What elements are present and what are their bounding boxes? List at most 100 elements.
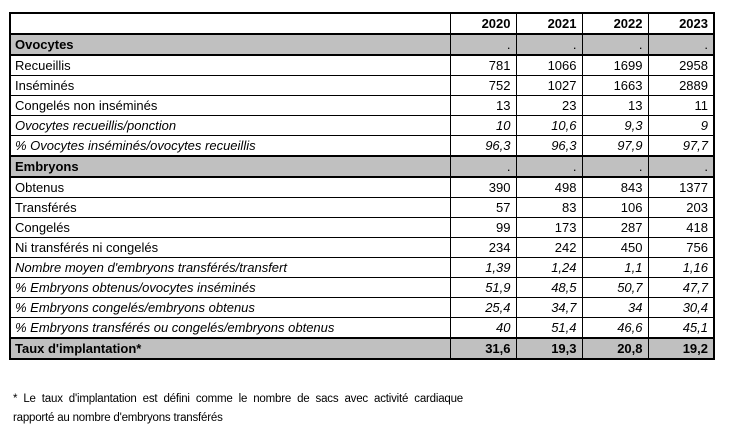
table-row-ratio: % Embryons obtenus/ovocytes inséminés 51… <box>9 277 715 298</box>
row-label: % Embryons congelés/embryons obtenus <box>9 297 451 318</box>
value-cell: 10,6 <box>515 115 583 136</box>
value-cell: 50,7 <box>581 277 649 298</box>
value-cell: 450 <box>581 237 649 258</box>
value-cell: 1,24 <box>515 257 583 278</box>
value-cell: 756 <box>647 237 715 258</box>
value-cell: 234 <box>449 237 517 258</box>
table-row: Congelés non inséminés 13 23 13 11 <box>9 95 715 116</box>
value-cell: 1663 <box>581 75 649 96</box>
value-cell: 11 <box>647 95 715 116</box>
implantation-rate-footnote: * Le taux d'implantation est défini comm… <box>13 393 463 424</box>
value-cell: . <box>449 155 517 178</box>
table-row-section-ovocytes: Ovocytes . . . . <box>9 33 715 56</box>
value-cell: 781 <box>449 54 517 76</box>
value-cell: 13 <box>581 95 649 116</box>
row-label: Obtenus <box>9 176 451 198</box>
table-row-ratio: % Embryons transférés ou congelés/embryo… <box>9 317 715 339</box>
row-label: Taux d'implantation* <box>9 337 451 360</box>
value-cell: . <box>647 33 715 56</box>
table-row-taux-implantation: Taux d'implantation* 31,6 19,3 20,8 19,2 <box>9 337 715 360</box>
year-column-header: 2020 <box>449 12 517 35</box>
value-cell: 46,6 <box>581 317 649 339</box>
value-cell: . <box>581 33 649 56</box>
row-label: Ni transférés ni congelés <box>9 237 451 258</box>
table-header-row: 2020 2021 2022 2023 <box>9 12 715 35</box>
value-cell: . <box>515 33 583 56</box>
year-column-header: 2022 <box>581 12 649 35</box>
table-row: Transférés 57 83 106 203 <box>9 197 715 218</box>
row-label: % Ovocytes inséminés/ovocytes recueillis <box>9 135 451 157</box>
value-cell: 242 <box>515 237 583 258</box>
value-cell: 287 <box>581 217 649 238</box>
row-label: Congelés <box>9 217 451 238</box>
value-cell: 97,9 <box>581 135 649 157</box>
ovocytes-embryons-table: 2020 2021 2022 2023 Ovocytes . . . . Rec… <box>9 12 715 360</box>
value-cell: 34 <box>581 297 649 318</box>
table-row-section-embryons: Embryons . . . . <box>9 155 715 178</box>
year-column-header: 2021 <box>515 12 583 35</box>
value-cell: 19,3 <box>515 337 583 360</box>
value-cell: 498 <box>515 176 583 198</box>
value-cell: . <box>449 33 517 56</box>
row-label: Ovocytes <box>9 33 451 56</box>
value-cell: 418 <box>647 217 715 238</box>
value-cell: 30,4 <box>647 297 715 318</box>
value-cell: 48,5 <box>515 277 583 298</box>
table-row: Recueillis 781 1066 1699 2958 <box>9 54 715 76</box>
table-row-ratio: Nombre moyen d'embryons transférés/trans… <box>9 257 715 278</box>
value-cell: 173 <box>515 217 583 238</box>
row-label: Recueillis <box>9 54 451 76</box>
value-cell: 19,2 <box>647 337 715 360</box>
value-cell: 97,7 <box>647 135 715 157</box>
row-label: % Embryons transférés ou congelés/embryo… <box>9 317 451 339</box>
value-cell: 1699 <box>581 54 649 76</box>
value-cell: 34,7 <box>515 297 583 318</box>
value-cell: 1066 <box>515 54 583 76</box>
value-cell: 1027 <box>515 75 583 96</box>
value-cell: 2958 <box>647 54 715 76</box>
value-cell: 10 <box>449 115 517 136</box>
value-cell: 20,8 <box>581 337 649 360</box>
label-column-header <box>9 12 451 35</box>
value-cell: 843 <box>581 176 649 198</box>
row-label: Transférés <box>9 197 451 218</box>
year-column-header: 2023 <box>647 12 715 35</box>
row-label: Inséminés <box>9 75 451 96</box>
value-cell: 40 <box>449 317 517 339</box>
value-cell: 390 <box>449 176 517 198</box>
value-cell: . <box>581 155 649 178</box>
value-cell: 9,3 <box>581 115 649 136</box>
value-cell: 31,6 <box>449 337 517 360</box>
table-row-ratio: % Ovocytes inséminés/ovocytes recueillis… <box>9 135 715 157</box>
value-cell: 23 <box>515 95 583 116</box>
table-row: Obtenus 390 498 843 1377 <box>9 176 715 198</box>
table-row: Congelés 99 173 287 418 <box>9 217 715 238</box>
row-label: Ovocytes recueillis/ponction <box>9 115 451 136</box>
value-cell: 1377 <box>647 176 715 198</box>
value-cell: 106 <box>581 197 649 218</box>
row-label: Embryons <box>9 155 451 178</box>
value-cell: 752 <box>449 75 517 96</box>
value-cell: 51,4 <box>515 317 583 339</box>
value-cell: 9 <box>647 115 715 136</box>
value-cell: 1,1 <box>581 257 649 278</box>
value-cell: . <box>515 155 583 178</box>
value-cell: 13 <box>449 95 517 116</box>
value-cell: 96,3 <box>449 135 517 157</box>
value-cell: 96,3 <box>515 135 583 157</box>
row-label: Nombre moyen d'embryons transférés/trans… <box>9 257 451 278</box>
value-cell: 45,1 <box>647 317 715 339</box>
value-cell: 2889 <box>647 75 715 96</box>
table-row-ratio: Ovocytes recueillis/ponction 10 10,6 9,3… <box>9 115 715 136</box>
value-cell: 203 <box>647 197 715 218</box>
value-cell: 51,9 <box>449 277 517 298</box>
row-label: Congelés non inséminés <box>9 95 451 116</box>
value-cell: 47,7 <box>647 277 715 298</box>
table-row: Inséminés 752 1027 1663 2889 <box>9 75 715 96</box>
table-row-ratio: % Embryons congelés/embryons obtenus 25,… <box>9 297 715 318</box>
value-cell: 25,4 <box>449 297 517 318</box>
row-label: % Embryons obtenus/ovocytes inséminés <box>9 277 451 298</box>
value-cell: . <box>647 155 715 178</box>
value-cell: 1,39 <box>449 257 517 278</box>
